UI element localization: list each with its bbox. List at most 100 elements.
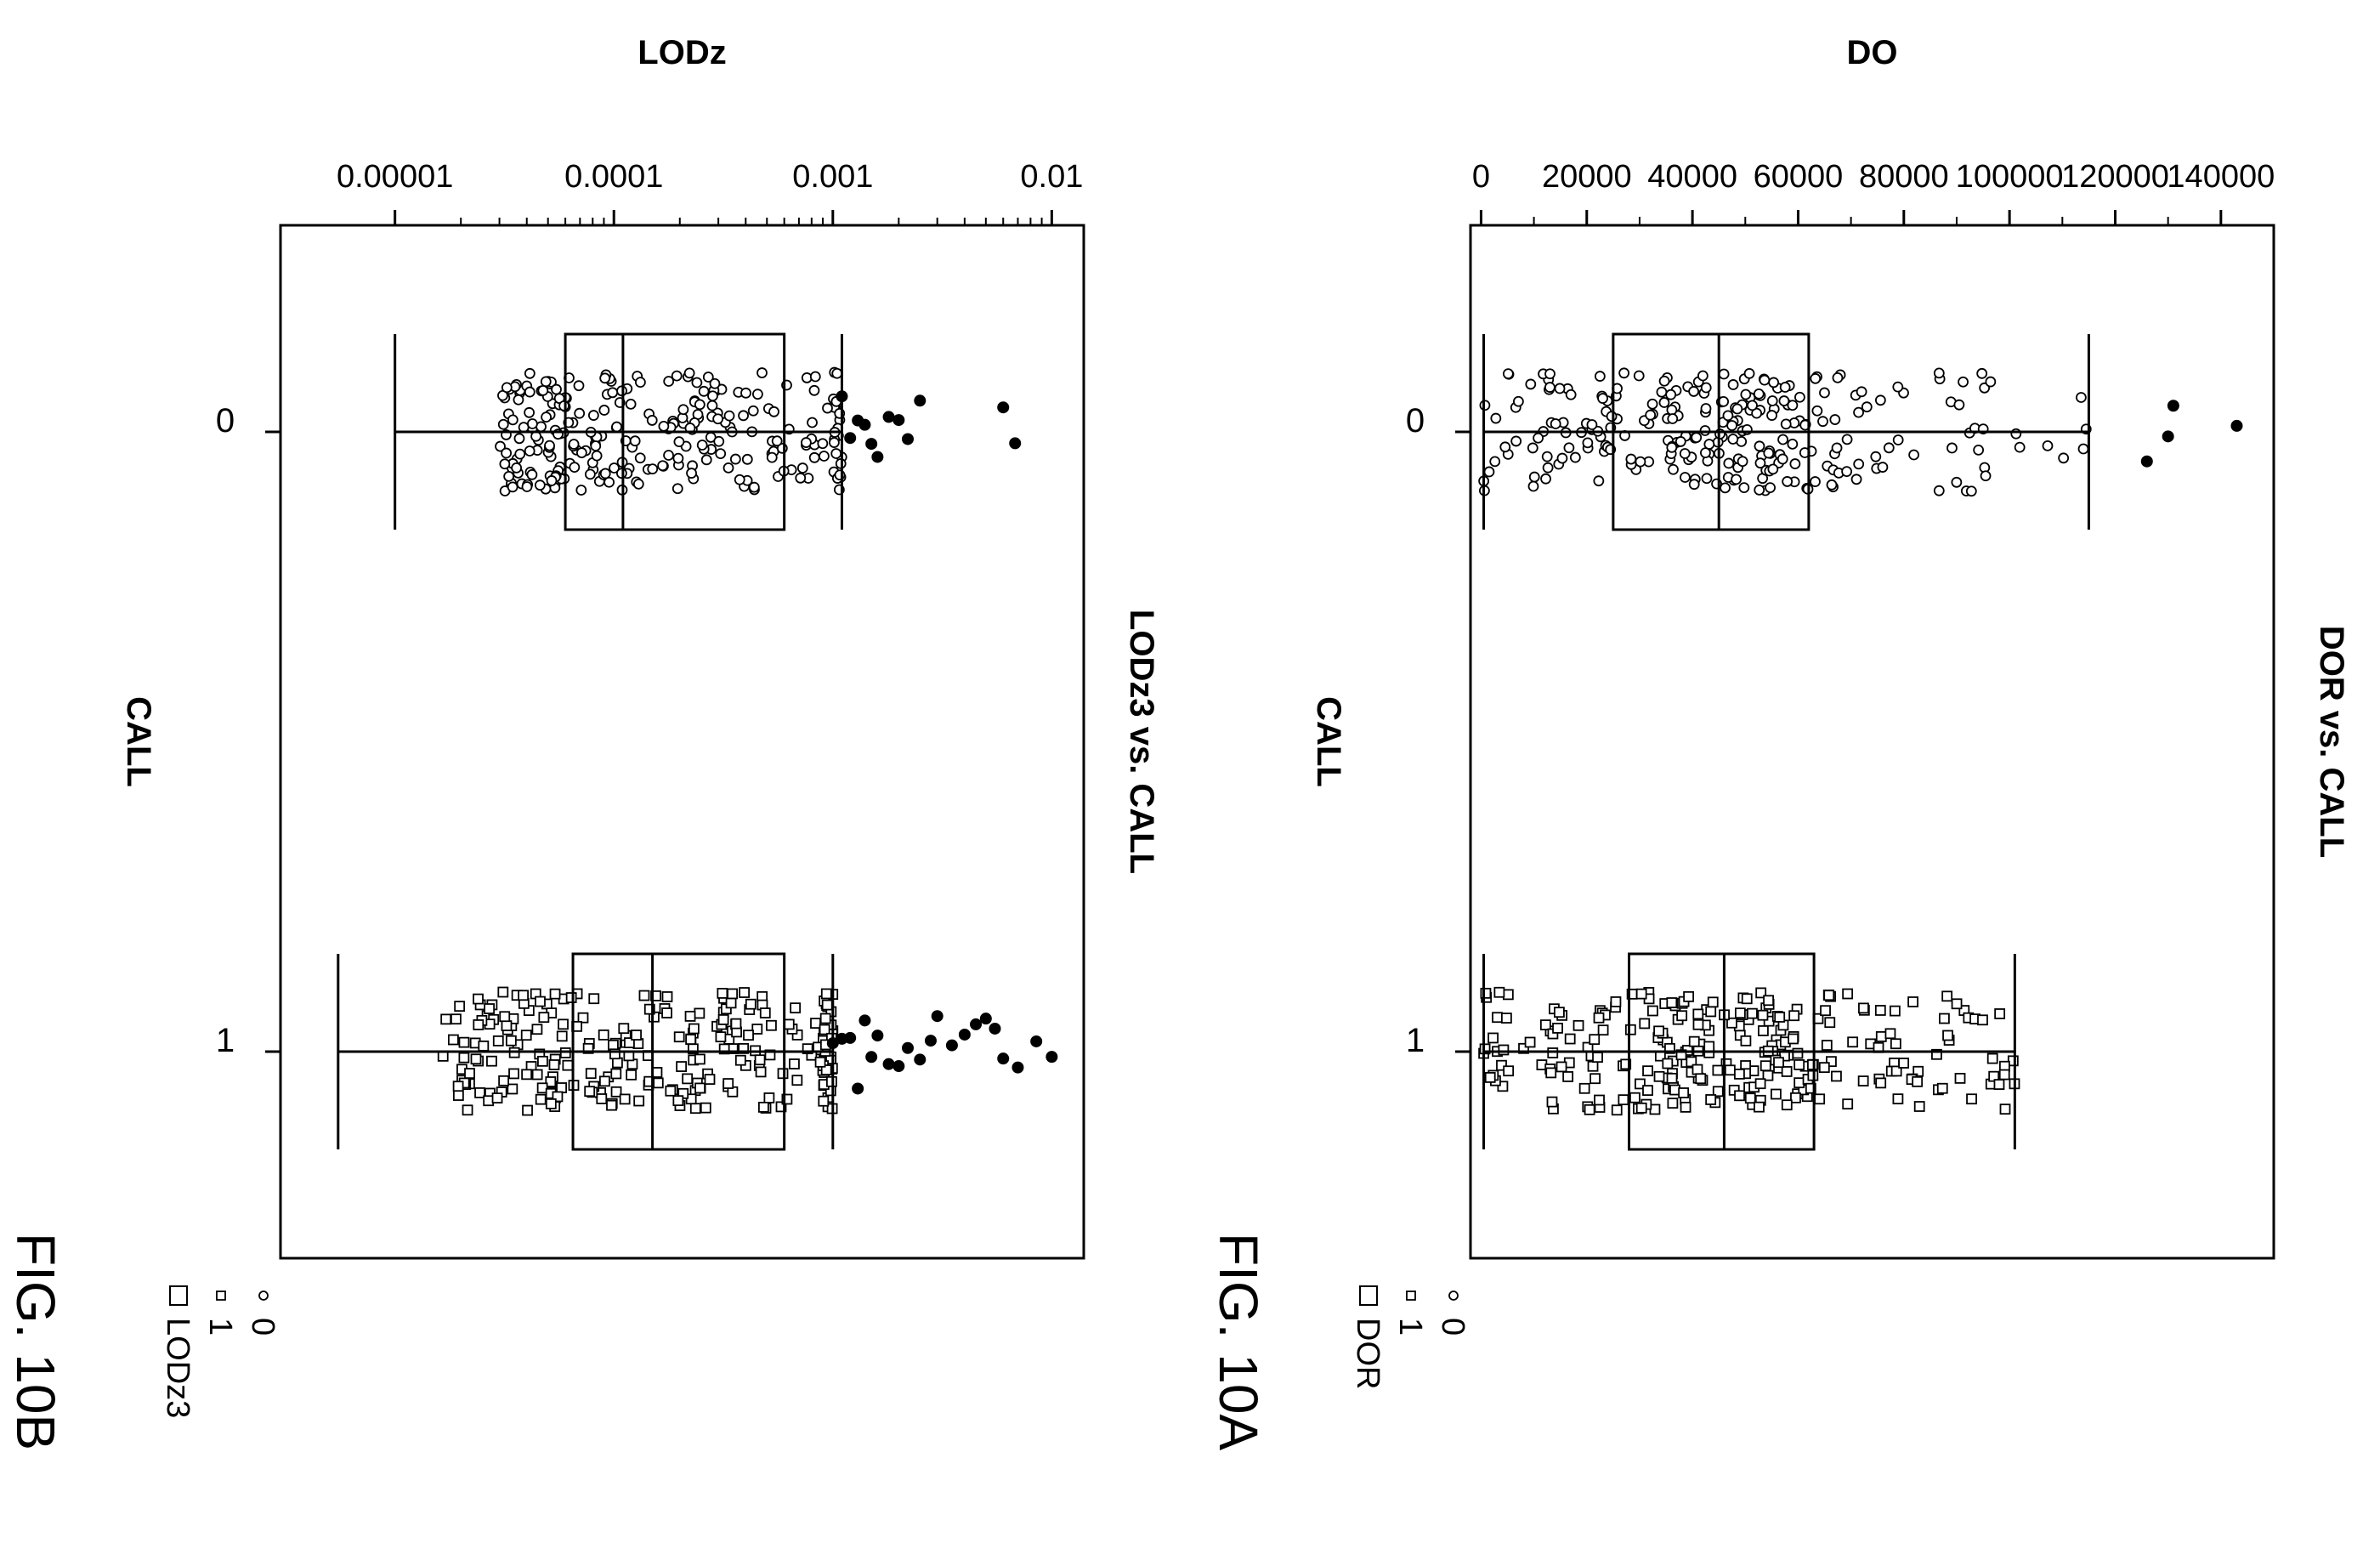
data-point-open-square [1890, 1038, 1901, 1050]
data-point-open-circle [1976, 367, 1988, 379]
data-point-open-square [535, 1093, 547, 1105]
data-point-open-square [685, 1034, 697, 1045]
data-point-open-square [763, 1092, 775, 1103]
data-point-open-circle [598, 405, 610, 416]
data-point-open-circle [526, 468, 538, 480]
data-point-open-square [508, 1068, 519, 1080]
data-point-open-square [685, 1093, 697, 1105]
data-point-open-circle [1946, 442, 1958, 454]
data-point-open-square [588, 993, 600, 1005]
data-point-open-circle [524, 445, 536, 457]
data-point-open-circle [632, 479, 644, 490]
data-point-open-square [682, 1073, 694, 1085]
data-point-open-circle [541, 411, 552, 423]
data-point-filled [844, 432, 857, 445]
data-point-open-square [497, 986, 509, 998]
data-point-open-square [819, 1024, 830, 1035]
data-point-open-square [1762, 1069, 1774, 1081]
data-point-open-square [1818, 1062, 1830, 1074]
data-point-open-square [754, 1054, 766, 1066]
data-point-open-circle [1817, 416, 1828, 428]
data-point-open-circle [741, 453, 753, 465]
data-point-open-circle [524, 367, 536, 379]
data-point-open-circle [635, 377, 646, 389]
data-point-open-square [608, 1039, 619, 1051]
value-tick-label: 140000 [2167, 159, 2275, 195]
data-point-open-circle [707, 390, 718, 402]
data-point-open-circle [831, 367, 843, 379]
data-point-open-square [1966, 1093, 1977, 1105]
data-point-open-circle [1701, 473, 1713, 485]
data-point-open-square [536, 1082, 548, 1094]
value-tick-label: 0.0001 [564, 159, 663, 195]
data-point-open-square [1823, 990, 1835, 1001]
data-point-open-square [1667, 1098, 1679, 1109]
data-point-open-square [1794, 1059, 1805, 1070]
iqr-box [1628, 952, 1816, 1151]
data-point-open-circle [691, 377, 703, 389]
data-point-open-square [1492, 1012, 1503, 1024]
data-point-open-circle [819, 451, 830, 462]
data-point-open-square [1941, 990, 1953, 1002]
data-point-open-square [1593, 1012, 1605, 1024]
data-point-open-square [1597, 1024, 1609, 1036]
data-point-open-square [1936, 1082, 1948, 1094]
legend-label: DOR [1350, 1318, 1386, 1389]
data-point-open-circle [1877, 462, 1889, 473]
data-point-open-square [694, 1053, 706, 1065]
data-point-open-circle [544, 440, 555, 451]
value-tick-label: 120000 [2061, 159, 2169, 195]
data-point-open-square [478, 1040, 490, 1052]
data-point-open-circle [1720, 482, 1731, 494]
data-point-filled [914, 1053, 926, 1066]
chart-title: DOR vs. CALL [2313, 626, 2350, 858]
data-point-open-circle [1688, 479, 1700, 491]
data-point-open-square [1692, 1064, 1703, 1075]
data-point-open-square [1770, 1088, 1782, 1100]
data-point-open-circle [1490, 412, 1502, 424]
data-point-open-circle [1738, 482, 1750, 494]
data-point-open-square [545, 1076, 557, 1087]
data-point-open-circle [513, 433, 525, 445]
data-point-filled [931, 1010, 944, 1023]
data-point-open-circle [751, 389, 763, 400]
data-point-open-square [1857, 1075, 1869, 1086]
value-tick-label: 100000 [1956, 159, 2064, 195]
data-point-open-square [821, 999, 833, 1011]
data-point-open-square [1939, 1013, 1950, 1024]
data-point-open-circle [829, 437, 840, 448]
data-point-open-square [1562, 1071, 1574, 1082]
data-point-open-circle [526, 418, 538, 429]
data-point-open-circle [546, 475, 558, 486]
data-point-open-circle [607, 387, 619, 399]
data-point-open-square [1831, 1070, 1842, 1082]
data-point-open-circle [1985, 376, 1997, 388]
data-point-open-square [492, 1035, 504, 1047]
data-point-open-square [1734, 1090, 1745, 1102]
data-point-open-square [619, 1093, 631, 1105]
data-point-open-square [1999, 1103, 2011, 1115]
data-point-open-circle [1747, 400, 1758, 411]
data-point-open-square [1692, 1008, 1704, 1020]
data-point-open-square [722, 1078, 734, 1089]
data-point-open-circle [672, 483, 683, 495]
data-point-open-circle [715, 448, 727, 460]
legend-marker-box [1359, 1285, 1378, 1306]
data-point-open-circle [1625, 453, 1637, 465]
data-point-open-circle [1666, 404, 1678, 416]
data-point-open-square [783, 1018, 795, 1030]
data-point-open-circle [672, 452, 684, 464]
data-point-open-square [1890, 1065, 1902, 1077]
chart-title: LODz3 vs. CALL [1123, 610, 1160, 874]
data-point-open-circle [686, 468, 697, 479]
data-point-open-square [1678, 1087, 1690, 1098]
data-point-open-circle [723, 410, 735, 422]
data-point-filled [892, 414, 905, 427]
data-point-open-square [1500, 1013, 1512, 1024]
data-point-open-circle [1703, 439, 1715, 450]
data-point-open-circle [1489, 456, 1501, 468]
legend-label: 1 [1392, 1318, 1428, 1336]
data-point-open-square [1502, 989, 1514, 1001]
data-point-open-square [462, 1104, 473, 1116]
